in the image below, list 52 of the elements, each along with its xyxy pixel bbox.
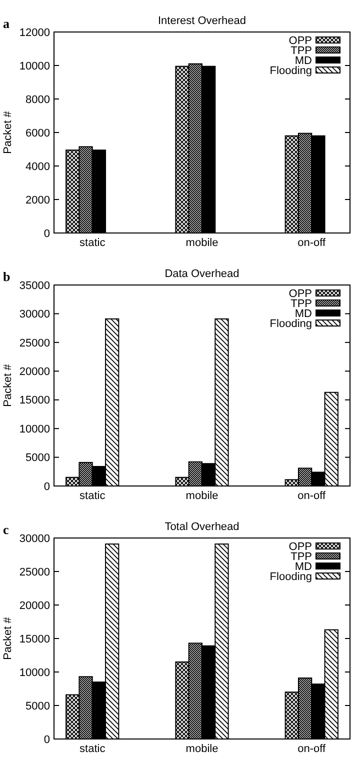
y-tick-label: 0 xyxy=(44,734,50,746)
y-tick-label: 0 xyxy=(44,228,50,240)
legend-label: MD xyxy=(294,560,312,573)
y-tick-label: 15000 xyxy=(19,633,50,646)
text: a xyxy=(3,16,10,31)
y-tick-label: 30000 xyxy=(19,532,50,545)
legend-label: MD xyxy=(294,54,312,67)
legend-label: MD xyxy=(294,308,312,320)
x-tick-label: static xyxy=(80,743,106,755)
y-tick-label: 8000 xyxy=(26,94,50,106)
x-tick-label: mobile xyxy=(186,490,218,502)
y-tick-label: 30000 xyxy=(19,308,50,321)
y-tick-label: 12000 xyxy=(19,26,50,39)
chart-title: Data Overhead xyxy=(164,268,240,280)
x-tick-label: on-off xyxy=(298,237,327,249)
y-tick-label: 10000 xyxy=(19,423,50,436)
y-tick-label: 25000 xyxy=(19,337,50,350)
legend-label: OPP xyxy=(288,540,312,553)
y-axis-title: Packet # xyxy=(2,616,14,660)
y-tick-label: 0 xyxy=(44,480,50,493)
y-tick-label: 10000 xyxy=(19,666,50,679)
y-tick-label: 5000 xyxy=(26,700,50,712)
x-tick-label: mobile xyxy=(186,237,218,249)
y-tick-label: 25000 xyxy=(19,566,50,578)
y-tick-label: 15000 xyxy=(19,394,50,407)
y-tick-label: 2000 xyxy=(26,194,50,206)
y-axis-title: Packet # xyxy=(2,363,14,407)
chart-title: Interest Overhead xyxy=(158,15,246,27)
x-tick-label: mobile xyxy=(186,743,218,755)
y-tick-label: 4000 xyxy=(26,160,50,173)
y-tick-label: 10000 xyxy=(19,60,50,72)
legend-label: OPP xyxy=(288,34,312,47)
legend-label: OPP xyxy=(288,288,312,300)
y-axis-title: Packet # xyxy=(2,110,14,154)
text: b xyxy=(3,269,10,284)
y-tick-label: 5000 xyxy=(26,452,50,464)
text: c xyxy=(3,522,9,537)
y-tick-label: 35000 xyxy=(19,280,50,292)
legend-label: Flooding xyxy=(270,570,312,583)
y-tick-label: 20000 xyxy=(19,366,50,378)
x-tick-label: on-off xyxy=(298,490,327,502)
legend-label: Flooding xyxy=(270,318,312,330)
x-tick-label: on-off xyxy=(298,743,327,755)
y-tick-label: 6000 xyxy=(26,127,50,140)
legend-label: TPP xyxy=(290,298,312,310)
chart-title: Total Overhead xyxy=(164,521,240,533)
legend-label: Flooding xyxy=(270,64,312,77)
x-tick-label: static xyxy=(80,490,106,502)
x-tick-label: static xyxy=(80,237,106,249)
legend-label: TPP xyxy=(290,44,312,57)
legend-label: TPP xyxy=(290,550,312,563)
y-tick-label: 20000 xyxy=(19,600,50,612)
